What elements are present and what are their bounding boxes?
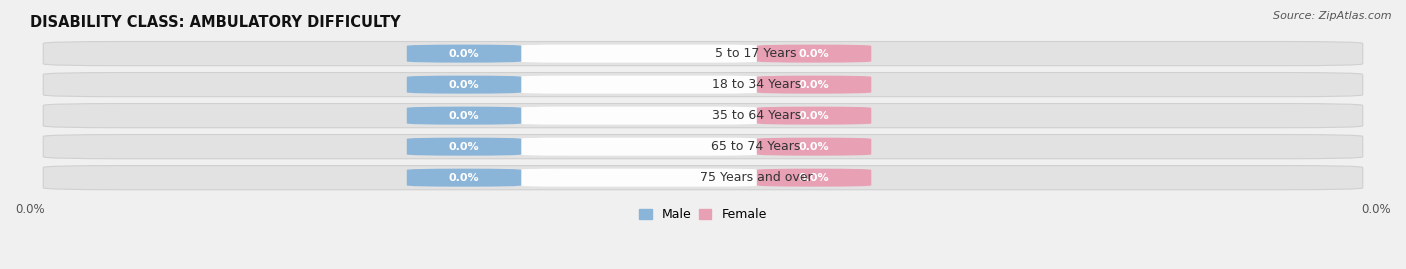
FancyBboxPatch shape [406,76,522,94]
Text: 65 to 74 Years: 65 to 74 Years [711,140,801,153]
FancyBboxPatch shape [522,45,756,63]
FancyBboxPatch shape [756,138,872,156]
Text: 0.0%: 0.0% [449,173,479,183]
Text: 0.0%: 0.0% [799,111,830,121]
Text: 0.0%: 0.0% [799,80,830,90]
Text: 0.0%: 0.0% [449,80,479,90]
FancyBboxPatch shape [756,169,872,187]
FancyBboxPatch shape [44,134,1362,159]
FancyBboxPatch shape [522,76,756,94]
FancyBboxPatch shape [756,45,872,63]
Text: DISABILITY CLASS: AMBULATORY DIFFICULTY: DISABILITY CLASS: AMBULATORY DIFFICULTY [30,15,401,30]
FancyBboxPatch shape [756,107,872,125]
Legend: Male, Female: Male, Female [640,208,766,221]
FancyBboxPatch shape [522,138,756,156]
Text: 35 to 64 Years: 35 to 64 Years [711,109,801,122]
Text: Source: ZipAtlas.com: Source: ZipAtlas.com [1274,11,1392,21]
FancyBboxPatch shape [406,138,522,156]
Text: 0.0%: 0.0% [799,142,830,152]
Text: 0.0%: 0.0% [449,142,479,152]
FancyBboxPatch shape [522,169,756,187]
FancyBboxPatch shape [756,76,872,94]
FancyBboxPatch shape [522,107,756,125]
Text: 0.0%: 0.0% [449,111,479,121]
FancyBboxPatch shape [406,107,522,125]
FancyBboxPatch shape [44,41,1362,66]
Text: 0.0%: 0.0% [449,49,479,59]
Text: 5 to 17 Years: 5 to 17 Years [716,47,797,60]
Text: 0.0%: 0.0% [799,173,830,183]
FancyBboxPatch shape [44,104,1362,128]
Text: 0.0%: 0.0% [799,49,830,59]
Text: 18 to 34 Years: 18 to 34 Years [711,78,801,91]
FancyBboxPatch shape [44,73,1362,97]
FancyBboxPatch shape [406,45,522,63]
Text: 75 Years and over: 75 Years and over [700,171,813,184]
FancyBboxPatch shape [44,165,1362,190]
FancyBboxPatch shape [406,169,522,187]
